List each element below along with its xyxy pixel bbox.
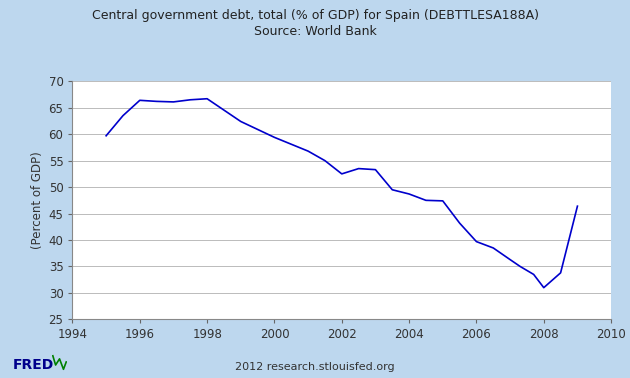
Text: Central government debt, total (% of GDP) for Spain (DEBTTLESA188A): Central government debt, total (% of GDP…	[91, 9, 539, 22]
Text: Source: World Bank: Source: World Bank	[254, 25, 376, 37]
Text: FRED: FRED	[13, 358, 54, 372]
Text: 2012 research.stlouisfed.org: 2012 research.stlouisfed.org	[235, 363, 395, 372]
Y-axis label: (Percent of GDP): (Percent of GDP)	[32, 152, 44, 249]
